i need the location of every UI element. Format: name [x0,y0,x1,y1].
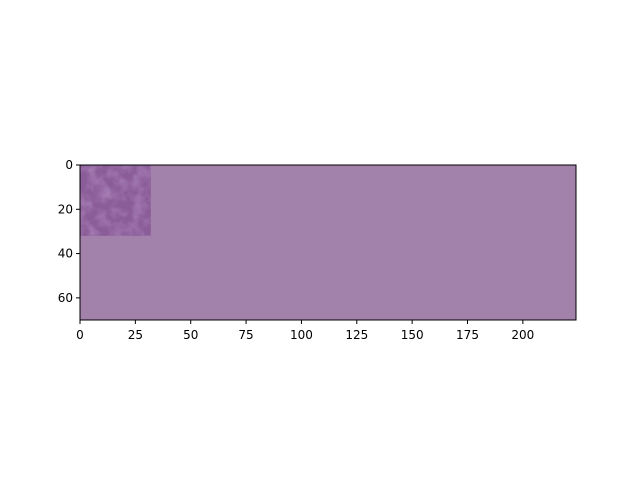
y-tick-label-0: 0 [65,158,73,172]
x-tick-label-0: 0 [76,328,84,342]
y-tick-label-60: 60 [58,291,73,305]
region-background [80,165,576,320]
x-tick-label-125: 125 [345,328,368,342]
y-axis: 0 20 40 60 [58,158,80,305]
texture-patch-texture [80,165,151,236]
x-tick-label-25: 25 [128,328,143,342]
x-tick-label-100: 100 [290,328,313,342]
x-tick-label-175: 175 [456,328,479,342]
region-texture-patch [80,165,151,236]
x-tick-label-50: 50 [183,328,198,342]
axes-frame [79,164,577,321]
x-tick-label-75: 75 [238,328,253,342]
x-axis: 0 25 50 75 100 125 150 175 200 [76,320,534,342]
x-tick-label-150: 150 [401,328,424,342]
y-tick-label-20: 20 [58,202,73,216]
x-tick-label-200: 200 [511,328,534,342]
image-area [80,165,576,320]
y-tick-label-40: 40 [58,247,73,261]
background-fill [80,165,576,320]
